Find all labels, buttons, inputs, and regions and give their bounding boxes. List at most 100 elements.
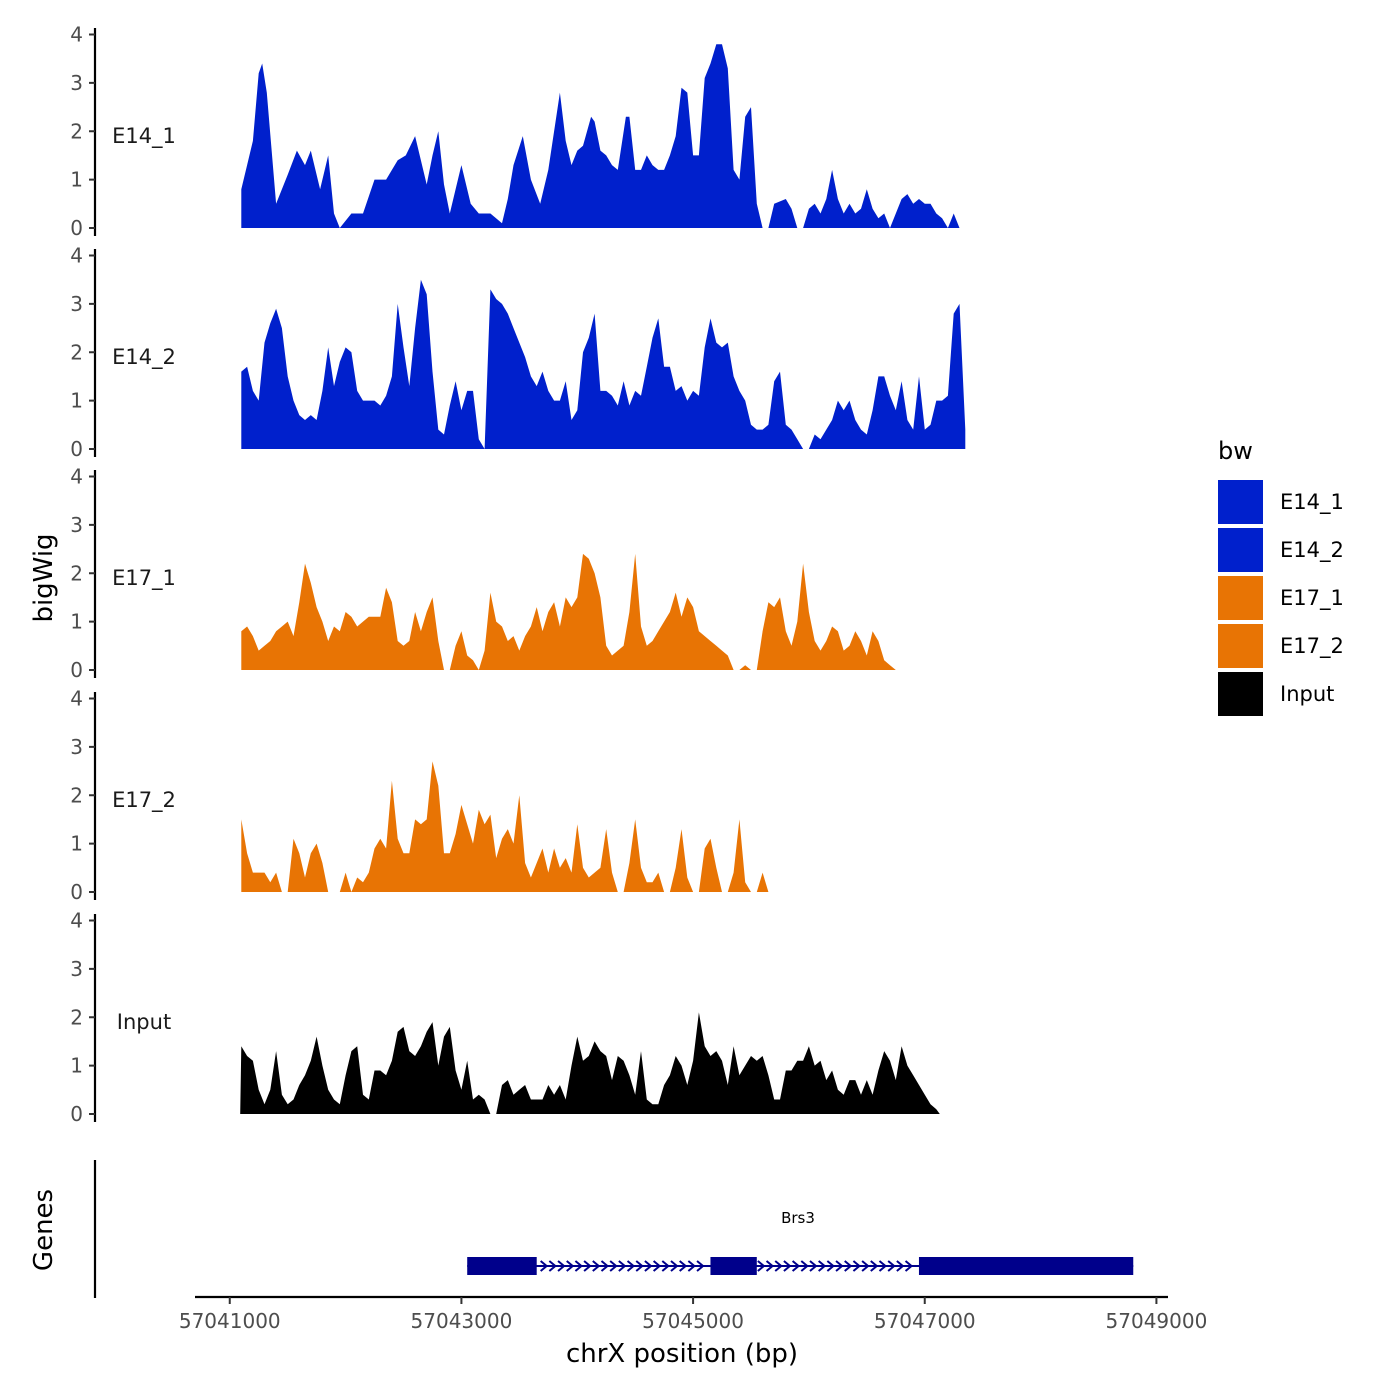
strand-arrow [835, 1260, 844, 1272]
track-label-Input: Input [117, 1010, 171, 1034]
gene-exon [710, 1257, 757, 1275]
strand-arrow [583, 1260, 592, 1272]
strand-arrow [800, 1260, 809, 1272]
track-label-E17_1: E17_1 [112, 566, 176, 591]
coverage-area-E17_1 [739, 665, 751, 670]
strand-arrow [818, 1260, 827, 1272]
coverage-area-E17_2 [287, 838, 329, 892]
coverage-area-E14_1 [803, 169, 960, 228]
gene-exon [467, 1257, 537, 1275]
y-tick-label: 1 [70, 832, 83, 856]
strand-arrow [696, 1260, 705, 1272]
x-tick-label: 57049000 [1106, 1309, 1208, 1333]
strand-arrow [548, 1260, 557, 1272]
strand-arrow [870, 1260, 879, 1272]
y-tick-label: 3 [70, 292, 83, 316]
strand-arrow [670, 1260, 679, 1272]
coverage-area-E17_2 [669, 829, 694, 892]
strand-arrow [574, 1260, 583, 1272]
strand-arrow [626, 1260, 636, 1272]
coverage-area-E17_1 [241, 563, 444, 670]
track-label-E17_2: E17_2 [112, 788, 176, 813]
y-tick-label: 2 [70, 1005, 83, 1029]
y-tick-label: 2 [70, 340, 83, 364]
track-E17_2: 0 1 2 3 4 E17_2 [70, 687, 769, 904]
legend-swatch-E17_1 [1218, 576, 1263, 620]
track-label-E14_1: E14_1 [112, 124, 176, 149]
coverage-area-E17_2 [339, 761, 618, 892]
y-tick-label: 0 [70, 437, 83, 461]
gene-panel: Brs3 [93, 1160, 1134, 1298]
y-tick-label: 1 [70, 389, 83, 413]
track-panels: 0 1 2 3 4 E14_1 0 1 2 3 4 E14_2 0 1 2 3 4 E17_1 0 1 2 3 4 E17_2… [70, 23, 966, 1126]
track-E14_1: 0 1 2 3 4 E14_1 [70, 23, 960, 240]
strand-arrow [609, 1260, 618, 1272]
strand-arrow [844, 1260, 853, 1272]
y-tick-label: 4 [70, 687, 83, 711]
y-tick-label: 0 [70, 880, 83, 904]
strand-arrow [600, 1260, 610, 1272]
y-tick-label: 2 [70, 783, 83, 807]
x-tick-label: 57045000 [642, 1309, 744, 1333]
y-tick-label: 1 [70, 1054, 83, 1078]
strand-arrow [652, 1260, 662, 1272]
track-E14_2: 0 1 2 3 4 E14_2 [70, 244, 966, 461]
strand-arrow [783, 1260, 792, 1272]
coverage-area-E17_2 [727, 819, 751, 892]
gene-panel-title: Genes [29, 1189, 59, 1271]
legend-label-Input: Input [1280, 682, 1334, 706]
track-E17_1: 0 1 2 3 4 E17_1 [70, 465, 896, 682]
x-axis-title: chrX position (bp) [566, 1339, 798, 1369]
gene-name-label: Brs3 [781, 1209, 815, 1227]
y-tick-label: 1 [70, 168, 83, 192]
strand-arrow [540, 1260, 549, 1272]
strand-arrow [765, 1260, 775, 1272]
y-tick-label: 0 [70, 216, 83, 240]
strand-arrow [774, 1260, 783, 1272]
y-tick-label: 0 [70, 1102, 83, 1126]
strand-arrow [896, 1260, 905, 1272]
strand-arrow [757, 1260, 766, 1272]
coverage-area-Input [496, 1012, 940, 1114]
strand-arrow [566, 1260, 575, 1272]
coverage-area-E17_2 [756, 872, 769, 892]
y-tick-label: 3 [70, 735, 83, 759]
legend-swatch-Input [1218, 672, 1263, 716]
gene-exon [918, 1257, 1134, 1275]
x-tick-label: 57047000 [874, 1309, 976, 1333]
y-tick-label: 4 [70, 465, 83, 489]
strand-arrow [618, 1260, 627, 1272]
strand-arrow [661, 1260, 670, 1272]
coverage-area-E14_2 [808, 303, 966, 449]
legend-title: bw [1218, 437, 1253, 465]
y-tick-label: 1 [70, 610, 83, 634]
coverage-area-E17_1 [756, 563, 896, 670]
y-tick-label: 3 [70, 513, 83, 537]
legend-label-E17_1: E17_1 [1280, 586, 1344, 611]
y-tick-label: 4 [70, 23, 83, 47]
x-tick-label: 57041000 [179, 1309, 281, 1333]
coverage-area-E14_2 [241, 279, 804, 449]
legend-swatch-E17_2 [1218, 624, 1263, 668]
strand-arrow [852, 1260, 861, 1272]
strand-arrow [557, 1260, 566, 1272]
strand-arrow [791, 1260, 801, 1272]
coverage-area-E17_2 [241, 819, 282, 892]
coverage-area-E14_1 [241, 44, 763, 229]
y-tick-label: 2 [70, 561, 83, 585]
y-tick-label: 4 [70, 909, 83, 933]
coverage-area-E17_2 [698, 838, 722, 892]
coverage-area-E14_1 [768, 199, 798, 228]
strand-arrow [687, 1260, 696, 1272]
strand-arrow [904, 1260, 914, 1272]
legend-swatch-E14_2 [1218, 528, 1263, 572]
legend-label-E17_2: E17_2 [1280, 634, 1344, 659]
strand-arrow [861, 1260, 870, 1272]
track-Input: 0 1 2 3 4 Input [70, 909, 940, 1126]
strand-arrow [592, 1260, 601, 1272]
track-label-E14_2: E14_2 [112, 345, 176, 370]
x-axis: 57041000 57043000 57045000 57047000 57049000 [179, 1295, 1208, 1333]
strand-arrow [809, 1260, 818, 1272]
